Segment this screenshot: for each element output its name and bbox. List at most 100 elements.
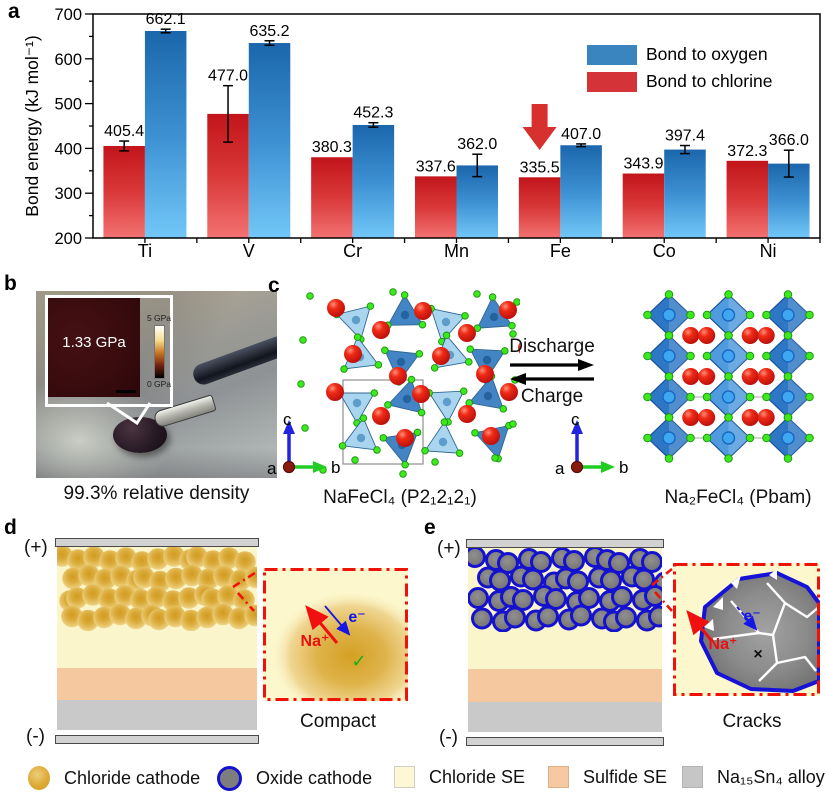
tweezers-handle: [190, 333, 277, 388]
bar-chlorine-Mn: [415, 176, 457, 238]
svg-text:400: 400: [54, 140, 82, 158]
discharge-label: Discharge: [509, 336, 595, 357]
bar-oxygen-Ti: [144, 30, 187, 238]
modulus-value: 1.33 GPa: [62, 334, 126, 351]
fe-highlight-arrow: [522, 104, 557, 150]
svg-text:380.3: 380.3: [312, 139, 352, 156]
na-ion-label-d: Na⁺: [301, 633, 330, 650]
legend-item-chloride-se: Chloride SE: [394, 766, 525, 788]
compact-caption: Compact: [299, 711, 377, 732]
legend-item-chloride-cathode: Chloride cathode: [28, 766, 200, 790]
svg-text:600: 600: [54, 51, 82, 69]
sulfide-se-layer-e: [468, 669, 662, 702]
modulus-colorbar: [154, 325, 165, 379]
svg-text:300: 300: [54, 185, 82, 203]
svg-text:335.5: 335.5: [520, 159, 560, 176]
bar-oxygen-Cr: [352, 124, 395, 238]
y-axis-label: Bond energy (kJ mol⁻¹): [22, 35, 42, 216]
na-atoms: [326, 299, 520, 447]
inset-connector-d: [232, 569, 259, 612]
legend-item-alloy: Na₁₅Sn₄ alloy: [682, 766, 825, 788]
axis-a-label: a: [555, 459, 565, 478]
colorbar-min-label: 0 GPa: [146, 379, 172, 389]
positive-electrode-label-e: (+): [437, 538, 461, 559]
sulfide-se-swatch: [548, 766, 569, 788]
svg-text:407.0: 407.0: [561, 126, 601, 143]
electron-label-d: e⁻: [348, 609, 365, 626]
axis-triad-left: c b a: [267, 410, 340, 478]
chart-legend: Bond to oxygen Bond to chlorine: [587, 44, 772, 92]
electron-label-e: e⁻: [743, 608, 760, 625]
cl-atoms: [297, 288, 520, 478]
bar-chlorine-Ti: [103, 145, 145, 238]
svg-text:477.0: 477.0: [208, 68, 248, 85]
panel-e-label: e: [424, 516, 436, 539]
modulus-map: 1.33 GPa: [48, 298, 140, 397]
legend-swatch: [587, 72, 637, 92]
chloride-cathode-swatch: [28, 766, 50, 790]
current-collector-bottom-e: [466, 737, 664, 746]
svg-text:343.9: 343.9: [623, 156, 663, 173]
axis-triad-right: c b a: [555, 410, 628, 478]
inset-pointer: [106, 401, 152, 426]
scale-bar: [116, 390, 136, 393]
svg-text:Cr: Cr: [343, 241, 362, 261]
na-atom-pairs: [682, 327, 775, 426]
legend-label: Na₁₅Sn₄ alloy: [717, 766, 825, 787]
legend-item-sulfide-se: Sulfide SE: [548, 766, 667, 788]
current-collector-top-d: [55, 538, 259, 547]
right-structure-label: Na₂FeCl₄ (Pbam): [664, 487, 812, 508]
cracks-inset: Na⁺ e⁻ ×: [673, 563, 820, 696]
svg-text:662.1: 662.1: [146, 11, 186, 28]
axis-b-label: b: [619, 458, 628, 477]
na-ion-label-e: Na⁺: [709, 636, 738, 653]
current-collector-top-e: [466, 539, 664, 548]
svg-text:397.4: 397.4: [665, 128, 705, 145]
na2fecl4-structure: [643, 290, 814, 463]
oxide-cathode-particles: [468, 548, 662, 632]
svg-text:Ti: Ti: [138, 241, 152, 261]
svg-text:452.3: 452.3: [353, 105, 393, 122]
axis-b-label: b: [331, 458, 340, 477]
svg-text:Co: Co: [653, 241, 676, 261]
bar-oxygen-V: [248, 43, 291, 239]
error-bars: [119, 28, 794, 178]
compact-inset: Na⁺ e⁻ ✓: [263, 568, 408, 701]
legend-swatch: [587, 45, 637, 65]
bar-oxygen-Mn: [456, 165, 498, 238]
cracks-caption: Cracks: [722, 711, 782, 732]
chloride-cathode-particles: [57, 547, 257, 631]
panel-a-label: a: [8, 0, 20, 23]
svg-text:Mn: Mn: [444, 241, 469, 261]
chloride-se-swatch: [394, 766, 415, 788]
svg-text:Bond to chlorine: Bond to chlorine: [646, 71, 772, 91]
alloy-layer-e: [468, 702, 662, 732]
unit-cell: [342, 379, 424, 465]
negative-electrode-label-e: (-): [439, 727, 458, 748]
panel-b-label: b: [4, 272, 17, 295]
alloy-layer-d: [57, 700, 257, 730]
negative-electrode-label-d: (-): [26, 726, 45, 747]
bar-chlorine-Fe: [518, 177, 561, 238]
left-structure-label: NaFeCl₄ (P2₁2₁2₁): [323, 487, 477, 508]
discharge-charge-arrows: [510, 359, 594, 385]
bar-oxygen-Co: [664, 149, 706, 238]
svg-text:Ni: Ni: [760, 241, 777, 261]
inset-connector-e: [651, 567, 673, 612]
positive-electrode-label-d: (+): [24, 537, 48, 558]
bar-chlorine-Co: [622, 173, 665, 238]
svg-text:337.6: 337.6: [416, 158, 456, 175]
svg-text:362.0: 362.0: [457, 136, 497, 153]
legend-label: Chloride SE: [429, 766, 526, 787]
current-collector-bottom-d: [55, 735, 259, 744]
panel-c-label: c: [268, 274, 280, 297]
svg-text:700: 700: [54, 6, 82, 24]
svg-text:500: 500: [54, 96, 82, 114]
legend-label: Chloride cathode: [64, 767, 201, 788]
octahedra: [643, 290, 814, 463]
svg-text:372.3: 372.3: [727, 143, 767, 160]
svg-text:405.4: 405.4: [104, 123, 144, 140]
